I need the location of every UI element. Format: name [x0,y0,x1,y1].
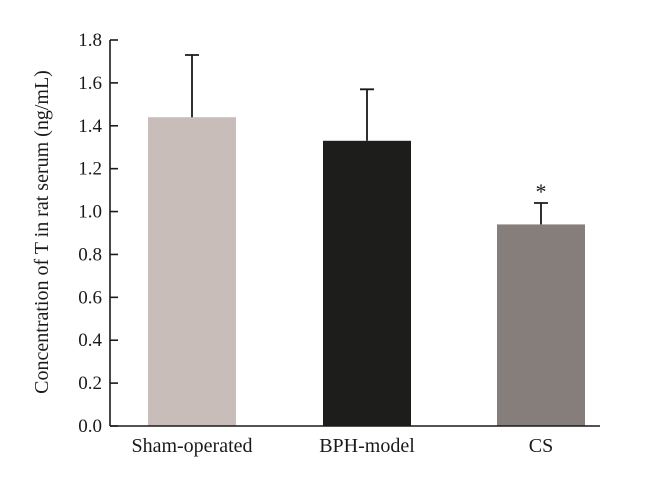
significance-annotations: * [536,179,547,204]
bar-bph-model [323,140,411,427]
y-tick-label: 1.8 [78,30,102,51]
bar-cs [497,224,585,426]
error-bar [185,54,199,118]
error-bar [360,88,374,141]
error-bar [534,202,548,225]
bar-sham-operated [148,117,236,426]
y-tick-label: 1.4 [78,116,102,137]
y-axis-title: Concentration of T in rat serum (ng/mL) [31,70,53,394]
y-tick-label: 1.2 [78,159,102,180]
y-tick-label: 0.4 [78,330,102,351]
y-tick-label: 0.8 [78,244,102,265]
category-label: BPH-model [319,435,415,457]
error-bars [185,54,548,225]
y-axis-ticks: 0.0 0.2 0.4 0.6 0.8 1.0 1.2 1.4 1.6 1.8 [78,30,118,437]
y-tick-label: 1.6 [78,73,102,94]
y-tick-label: 0.0 [78,416,102,437]
category-label: Sham-operated [131,435,252,457]
y-tick-label: 1.0 [78,202,102,223]
y-tick-label: 0.6 [78,287,102,308]
category-labels: Sham-operated BPH-model CS [131,435,553,457]
significance-marker: * [536,179,547,204]
y-tick-label: 0.2 [78,373,102,394]
bars [148,117,585,427]
category-label: CS [529,435,553,457]
